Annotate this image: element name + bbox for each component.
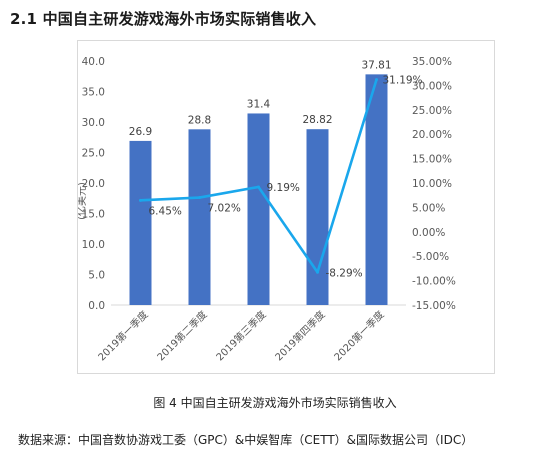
growth-point [139,198,142,202]
y2-tick-label: 30.00% [412,80,452,92]
bar-value-label: 31.4 [247,98,271,110]
x-tick-label: 2019第四季度 [272,308,327,363]
chart-frame: 0.0 5.0 10.0 15.0 20.0 25.0 30.0 35.0 40.0 -15.00… [77,40,495,374]
y2-tick-label: 35.00% [412,56,452,68]
growth-point [375,78,378,82]
bar-value-label: 28.82 [302,114,332,126]
y2-tick-label: 25.00% [412,105,452,117]
bar [306,129,329,305]
bar [365,74,388,305]
bar [188,129,211,305]
x-tick-label: 2020第一季度 [331,308,386,363]
bar-value-label: 37.81 [361,59,391,71]
y-tick-label: 20.0 [82,178,105,190]
y2-tick-label: 5.00% [412,202,445,214]
bar-value-label: 28.8 [188,114,211,126]
y2-tick-label: 0.00% [412,227,445,239]
x-tick-label: 2019第一季度 [95,308,150,363]
bar [129,140,152,305]
chart-svg: 0.0 5.0 10.0 15.0 20.0 25.0 30.0 35.0 40.0 -15.00… [78,56,456,363]
y-tick-label: 35.0 [82,87,105,99]
bar [247,113,270,306]
growth-point [316,270,319,274]
x-tick-label: 2019第二季度 [154,308,209,363]
x-tick-label: 2019第三季度 [213,308,268,363]
figure-caption: 图 4 中国自主研发游戏海外市场实际销售收入 [153,396,397,410]
growth-value-label: 31.19% [383,75,423,87]
y-tick-label: 15.0 [82,209,105,221]
y-axis-label: (亿美元) [78,182,88,220]
y-tick-label: 25.0 [82,148,105,160]
y-tick-label: 30.0 [82,117,105,129]
bar-value-label: 26.9 [129,126,152,138]
growth-value-label: 9.19% [267,182,300,194]
y2-tick-label: -5.00% [412,251,449,263]
growth-point [257,185,260,189]
y2-tick-label: -15.00% [412,300,456,312]
growth-value-label: -8.29% [326,267,363,279]
y2-tick-label: 15.00% [412,154,452,166]
growth-point [198,196,201,200]
y2-tick-label: 10.00% [412,178,452,190]
y-tick-label: 40.0 [82,56,105,68]
y-tick-label: 0.0 [88,300,105,312]
y-tick-label: 5.0 [88,270,105,282]
growth-value-label: 6.45% [149,205,182,217]
y-tick-label: 10.0 [82,239,105,251]
y2-tick-label: -10.00% [412,276,456,288]
data-source-note: 数据来源：中国音数协游戏工委（GPC）&中娱智库（CETT）&国际数据公司（ID… [18,433,474,447]
y2-tick-label: 20.00% [412,129,452,141]
growth-value-label: 7.02% [208,203,241,215]
section-title: 2.1 中国自主研发游戏海外市场实际销售收入 [10,10,317,28]
